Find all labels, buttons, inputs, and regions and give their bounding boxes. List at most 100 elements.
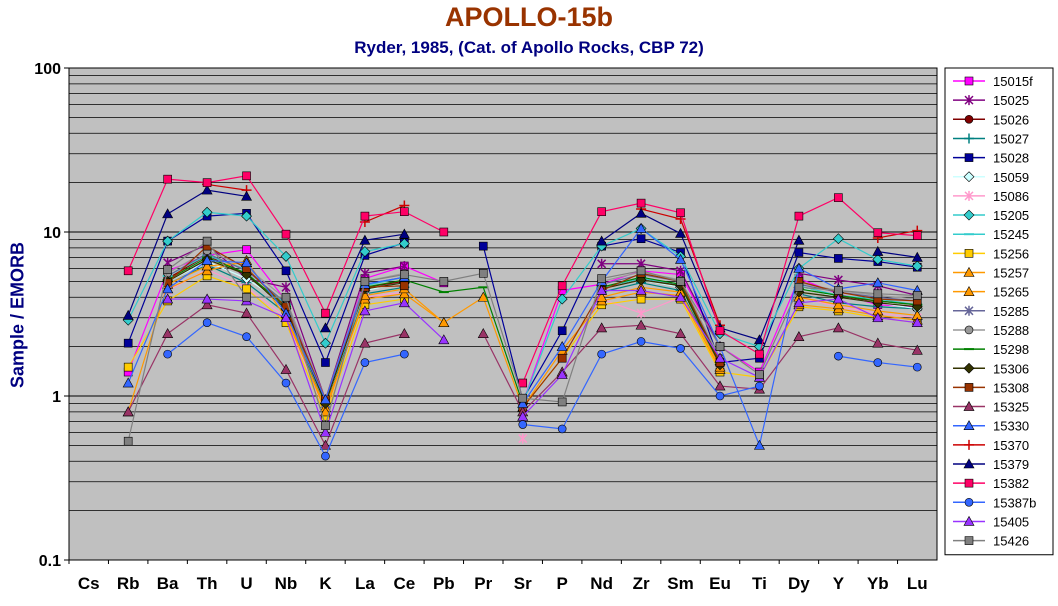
legend-item: 15205 — [953, 208, 1029, 223]
x-tick-label: Ce — [393, 574, 415, 593]
data-point — [281, 229, 291, 239]
series-line — [482, 324, 918, 413]
data-point — [400, 207, 409, 216]
legend-label: 15379 — [993, 457, 1029, 472]
x-tick-label: Eu — [709, 574, 731, 593]
data-point — [518, 433, 528, 444]
data-point — [360, 358, 370, 367]
data-point — [675, 328, 687, 338]
legend-label: 15285 — [993, 304, 1029, 319]
legend-item: 15027 — [953, 131, 1029, 146]
data-point — [597, 349, 606, 359]
x-tick-label: Sm — [667, 574, 693, 593]
x-tick-label: Yb — [867, 574, 889, 593]
data-point — [478, 268, 488, 278]
data-point — [360, 211, 370, 221]
data-point — [794, 211, 804, 221]
data-point — [635, 222, 647, 233]
data-point — [911, 317, 923, 327]
series-line — [798, 304, 918, 321]
data-point — [438, 317, 450, 327]
data-point — [400, 270, 409, 279]
data-point — [319, 322, 331, 333]
data-point — [400, 281, 409, 291]
data-point — [398, 238, 410, 249]
data-point — [242, 292, 251, 302]
data-point — [123, 362, 133, 372]
legend-marker — [963, 209, 975, 221]
data-point — [794, 283, 804, 292]
data-point — [675, 291, 687, 302]
data-point — [241, 257, 253, 267]
data-point — [280, 250, 292, 262]
legend-marker — [964, 95, 974, 106]
data-point — [439, 227, 449, 237]
data-point — [872, 277, 884, 288]
legend-item: 15028 — [953, 151, 1029, 166]
data-point — [636, 266, 646, 276]
data-point — [596, 235, 608, 246]
data-point — [557, 397, 567, 407]
x-tick-label: Ti — [752, 574, 767, 593]
legend-marker — [964, 383, 974, 392]
legend-item: 15306 — [953, 361, 1029, 376]
data-point — [556, 369, 568, 379]
data-point — [873, 228, 883, 238]
data-point — [832, 322, 844, 333]
data-point — [793, 234, 805, 245]
data-point — [832, 293, 844, 304]
legend-label: 15026 — [993, 112, 1029, 127]
data-point — [201, 293, 213, 304]
data-point — [201, 260, 213, 271]
data-point — [872, 337, 884, 348]
series-line — [798, 280, 918, 302]
data-point — [201, 299, 213, 310]
data-point — [794, 248, 804, 257]
data-point — [123, 436, 133, 446]
data-point — [676, 265, 686, 276]
data-point — [635, 319, 647, 330]
data-point — [319, 394, 331, 404]
legend-label: 15288 — [993, 323, 1029, 338]
legend-label: 15245 — [993, 227, 1029, 242]
legend-item: 15256 — [953, 246, 1029, 261]
series-line — [798, 288, 918, 306]
data-point — [834, 254, 843, 263]
data-point — [359, 234, 371, 245]
data-point — [319, 426, 331, 437]
legend-marker — [964, 325, 974, 335]
legend-item: 15325 — [953, 400, 1029, 415]
data-point — [715, 391, 725, 401]
legend-item: 15387b — [953, 495, 1036, 510]
data-point — [241, 210, 252, 222]
x-tick-label: U — [240, 574, 252, 593]
data-point — [162, 293, 174, 304]
legend-item: 15245 — [953, 227, 1029, 242]
data-point — [636, 234, 646, 244]
legend-item: 15265 — [953, 285, 1029, 300]
legend-label: 15059 — [993, 170, 1029, 185]
legend-label: 15256 — [993, 246, 1029, 261]
data-point — [635, 284, 647, 295]
legend-marker — [963, 266, 975, 277]
data-point — [163, 265, 172, 274]
data-point — [439, 277, 449, 286]
legend-marker — [964, 478, 974, 488]
data-point — [753, 439, 765, 450]
legend-label: 15015f — [993, 74, 1033, 89]
data-point — [202, 236, 212, 246]
legend-label: 15405 — [993, 514, 1029, 529]
legend-label: 15426 — [993, 534, 1029, 549]
data-point — [281, 292, 291, 302]
data-point — [360, 277, 370, 286]
legend-marker — [963, 458, 975, 469]
legend-item: 15026 — [953, 112, 1029, 127]
legend-marker — [964, 305, 974, 316]
data-point — [162, 283, 174, 294]
data-point — [834, 351, 843, 361]
data-point — [755, 349, 764, 359]
data-point — [557, 424, 567, 434]
data-point — [400, 349, 409, 359]
data-point — [556, 341, 568, 351]
data-point — [714, 380, 726, 391]
